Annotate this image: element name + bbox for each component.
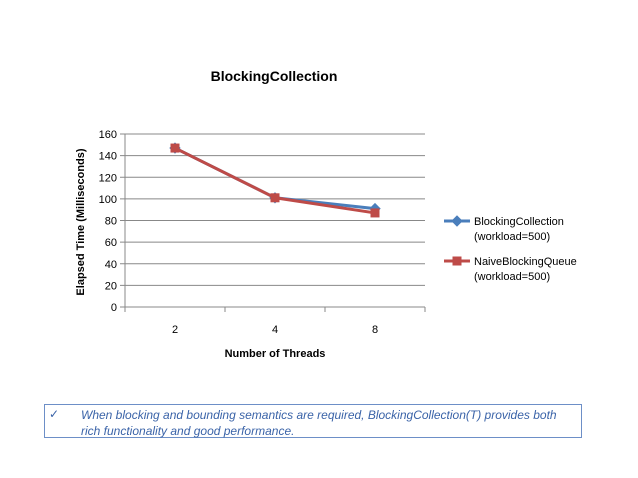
y-axis-ticks: 0 20 40 60 80 100 120 140 160	[99, 129, 125, 314]
data-point	[370, 208, 380, 218]
y-tick-label: 160	[99, 129, 117, 141]
series-group	[169, 142, 381, 218]
chart: BlockingCollection 0 20 40 60 80 100 120 140 160…	[75, 68, 577, 360]
legend-marker	[451, 215, 463, 227]
legend-label: NaiveBlockingQueue	[474, 256, 577, 268]
y-tick-label: 40	[105, 259, 117, 271]
gridlines	[124, 133, 425, 308]
y-tick-label: 60	[105, 237, 117, 249]
x-tick-label: 2	[172, 324, 178, 336]
y-tick-label: 120	[99, 172, 117, 184]
y-axis-title: Elapsed Time (Milliseconds)	[75, 148, 87, 295]
series-1	[170, 143, 380, 218]
y-tick-label: 0	[111, 302, 117, 314]
data-point	[270, 193, 280, 203]
y-tick-label: 80	[105, 216, 117, 228]
checkmark-icon: ✓	[49, 407, 60, 421]
chart-title: BlockingCollection	[211, 68, 338, 84]
x-tick-label: 8	[372, 324, 378, 336]
legend-label: BlockingCollection	[474, 216, 564, 228]
info-note: ✓ When blocking and bounding semantics a…	[44, 404, 582, 438]
legend-sublabel: (workload=500)	[474, 231, 550, 243]
data-point	[170, 143, 180, 153]
note-text: When blocking and bounding semantics are…	[81, 408, 557, 438]
y-tick-label: 140	[99, 151, 117, 163]
x-axis-title: Number of Threads	[225, 348, 326, 360]
x-axis-ticks: 2 4 8	[124, 307, 426, 336]
legend-sublabel: (workload=500)	[474, 271, 550, 283]
series-0	[169, 142, 381, 215]
y-tick-label: 100	[99, 194, 117, 206]
legend: BlockingCollection(workload=500)NaiveBlo…	[444, 215, 577, 283]
y-tick-label: 20	[105, 280, 117, 292]
legend-marker	[452, 256, 462, 266]
x-tick-label: 4	[272, 324, 278, 336]
legend-item: BlockingCollection (workload=500)	[444, 215, 564, 243]
legend-item: NaiveBlockingQueue (workload=500)	[444, 256, 577, 283]
